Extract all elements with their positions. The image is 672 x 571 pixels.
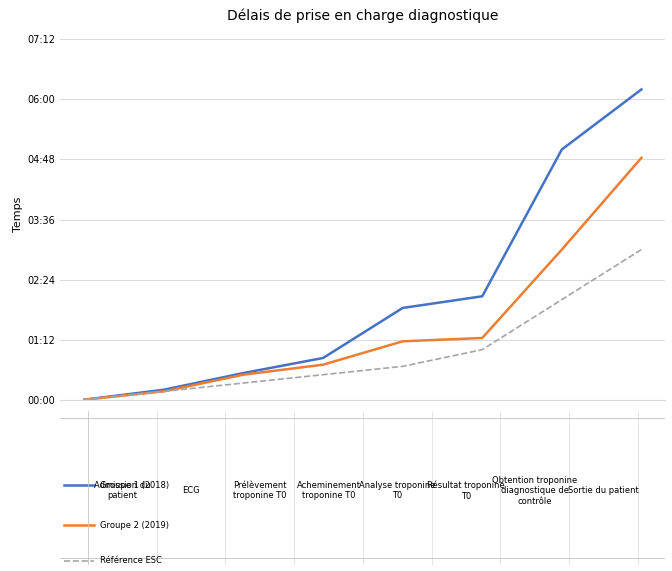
Text: ECG: ECG: [182, 486, 200, 495]
Text: Acheminement
troponine T0: Acheminement troponine T0: [296, 481, 360, 500]
Text: Prélèvement
troponine T0: Prélèvement troponine T0: [233, 481, 286, 500]
Text: Admission du
patient: Admission du patient: [94, 481, 151, 500]
Y-axis label: Temps: Temps: [13, 196, 24, 232]
Text: Groupe 1 (2018): Groupe 1 (2018): [99, 481, 169, 489]
Text: Sortie du patient: Sortie du patient: [568, 486, 639, 495]
Text: Analyse troponine
T0: Analyse troponine T0: [359, 481, 435, 500]
Text: Obtention troponine
diagnostique de
contrôle: Obtention troponine diagnostique de cont…: [492, 476, 577, 505]
Title: Délais de prise en charge diagnostique: Délais de prise en charge diagnostique: [227, 9, 499, 23]
Text: Résultat troponine
T0: Résultat troponine T0: [427, 481, 505, 501]
Text: Référence ESC: Référence ESC: [99, 556, 162, 565]
Text: Groupe 2 (2019): Groupe 2 (2019): [99, 521, 169, 530]
